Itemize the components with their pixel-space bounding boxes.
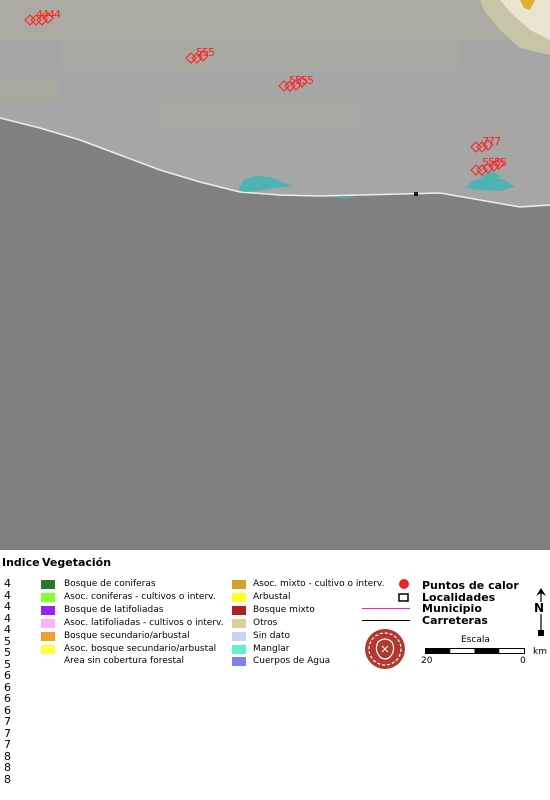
veg-label: Asoc. mixto - cultivo o interv. bbox=[253, 579, 385, 589]
hotspot-label: 5555 bbox=[482, 156, 507, 169]
veg-label: Cuerpos de Agua bbox=[253, 656, 331, 666]
vegetation-texture bbox=[0, 0, 550, 125]
veg-swatch bbox=[41, 580, 55, 589]
carreteras-line-icon bbox=[362, 620, 410, 621]
water-bodies bbox=[238, 172, 515, 199]
land-area bbox=[0, 0, 550, 207]
indice-value: 4 bbox=[4, 611, 11, 625]
north-label: N bbox=[534, 601, 545, 615]
veg-label: Bosque mixto bbox=[253, 605, 315, 615]
indice-value: 4 bbox=[4, 623, 11, 636]
scale-title: Escala bbox=[461, 635, 490, 645]
indice-value: 6 bbox=[4, 669, 11, 682]
map-legend: Indice Vegetación 4 4 4 4 4 5 5 5 6 6 6 … bbox=[0, 550, 550, 800]
veg-swatch bbox=[41, 619, 55, 628]
indice-value: 7 bbox=[4, 715, 11, 728]
municipio-label: Municipio bbox=[422, 602, 482, 615]
indice-value: 4 bbox=[4, 588, 11, 602]
veg-label: Bosque de latifoliadas bbox=[64, 605, 164, 615]
coastline bbox=[0, 117, 550, 208]
veg-swatch bbox=[232, 632, 246, 641]
scale-bar bbox=[425, 648, 525, 654]
relief-area bbox=[480, 0, 550, 55]
indice-value: 7 bbox=[4, 738, 11, 751]
indice-list: 4 4 4 4 4 5 5 5 6 6 6 6 7 7 7 8 8 8 bbox=[4, 578, 18, 785]
indice-value: 8 bbox=[4, 772, 11, 786]
municipio-line-icon bbox=[362, 608, 410, 609]
veg-label: Asoc. bosque secundario/arbustal bbox=[64, 644, 217, 654]
locality-icon bbox=[398, 593, 409, 602]
scale-unit-label: km bbox=[533, 647, 547, 657]
hotspot-point-icon bbox=[399, 579, 409, 589]
indice-value: 4 bbox=[4, 600, 11, 613]
hotspot-label: 4444 bbox=[36, 8, 61, 21]
hotspot-cluster-1 bbox=[24, 12, 54, 26]
symbol-icons bbox=[398, 579, 409, 602]
hotspot-cluster-3 bbox=[278, 76, 308, 92]
indice-value: 7 bbox=[4, 726, 11, 740]
indice-value: 5 bbox=[4, 657, 11, 671]
veg-swatch bbox=[41, 645, 55, 654]
veg-label: Otros bbox=[253, 618, 278, 628]
locality-marker bbox=[414, 192, 418, 196]
hotspot-label: 777 bbox=[482, 135, 501, 148]
veg-label: Bosque de coniferas bbox=[64, 579, 156, 589]
veg-swatch bbox=[232, 580, 246, 589]
veg-swatch bbox=[232, 657, 246, 666]
carreteras-label: Carreteras bbox=[422, 614, 488, 627]
indice-value: 6 bbox=[4, 680, 11, 694]
seal-logo-icon bbox=[365, 629, 405, 669]
scale-right-label: 0 bbox=[520, 656, 526, 666]
map-canvas bbox=[0, 0, 550, 208]
vegetacion-header: Vegetación bbox=[42, 556, 112, 569]
veg-swatch bbox=[41, 593, 55, 602]
veg-swatch bbox=[232, 619, 246, 628]
indice-value: 5 bbox=[4, 646, 11, 659]
veg-swatch bbox=[41, 606, 55, 615]
puntos-calor-label: Puntos de calor bbox=[422, 579, 519, 592]
veg-label: Arbustal bbox=[253, 592, 291, 602]
hotspot-label: 5555 bbox=[289, 74, 314, 87]
indice-value: 4 bbox=[4, 577, 11, 590]
indice-value: 8 bbox=[4, 749, 11, 763]
veg-swatch bbox=[232, 593, 246, 602]
indice-value: 6 bbox=[4, 692, 11, 705]
veg-label: Asoc. latifoliadas - cultivos o interv. bbox=[64, 618, 224, 628]
veg-label: Sin dato bbox=[253, 631, 291, 641]
hotspot-cluster-4 bbox=[470, 139, 494, 153]
indice-value: 6 bbox=[4, 703, 11, 717]
indice-value: 8 bbox=[4, 761, 11, 774]
veg-label: Area sin cobertura forestal bbox=[64, 656, 184, 666]
scale-left-label: 20 bbox=[421, 656, 433, 666]
localidades-label: Localidades bbox=[422, 591, 496, 604]
hotspot-label: 555 bbox=[196, 46, 215, 59]
veg-swatch bbox=[232, 606, 246, 615]
veg-label: Asoc. coniferas - cultivos o interv. bbox=[64, 592, 216, 602]
veg-swatch bbox=[41, 632, 55, 641]
veg-label: Manglar bbox=[253, 644, 290, 654]
hotspot-cluster-2 bbox=[185, 50, 209, 64]
indice-value: 5 bbox=[4, 634, 11, 648]
veg-label: Bosque secundario/arbustal bbox=[64, 631, 190, 641]
map-view[interactable]: 4444 555 5555 777 5555 bbox=[0, 0, 550, 550]
veg-swatch bbox=[232, 645, 246, 654]
hotspot-markers bbox=[24, 12, 505, 176]
hotspot-cluster-5 bbox=[470, 158, 505, 176]
indice-header: Indice bbox=[2, 556, 40, 569]
